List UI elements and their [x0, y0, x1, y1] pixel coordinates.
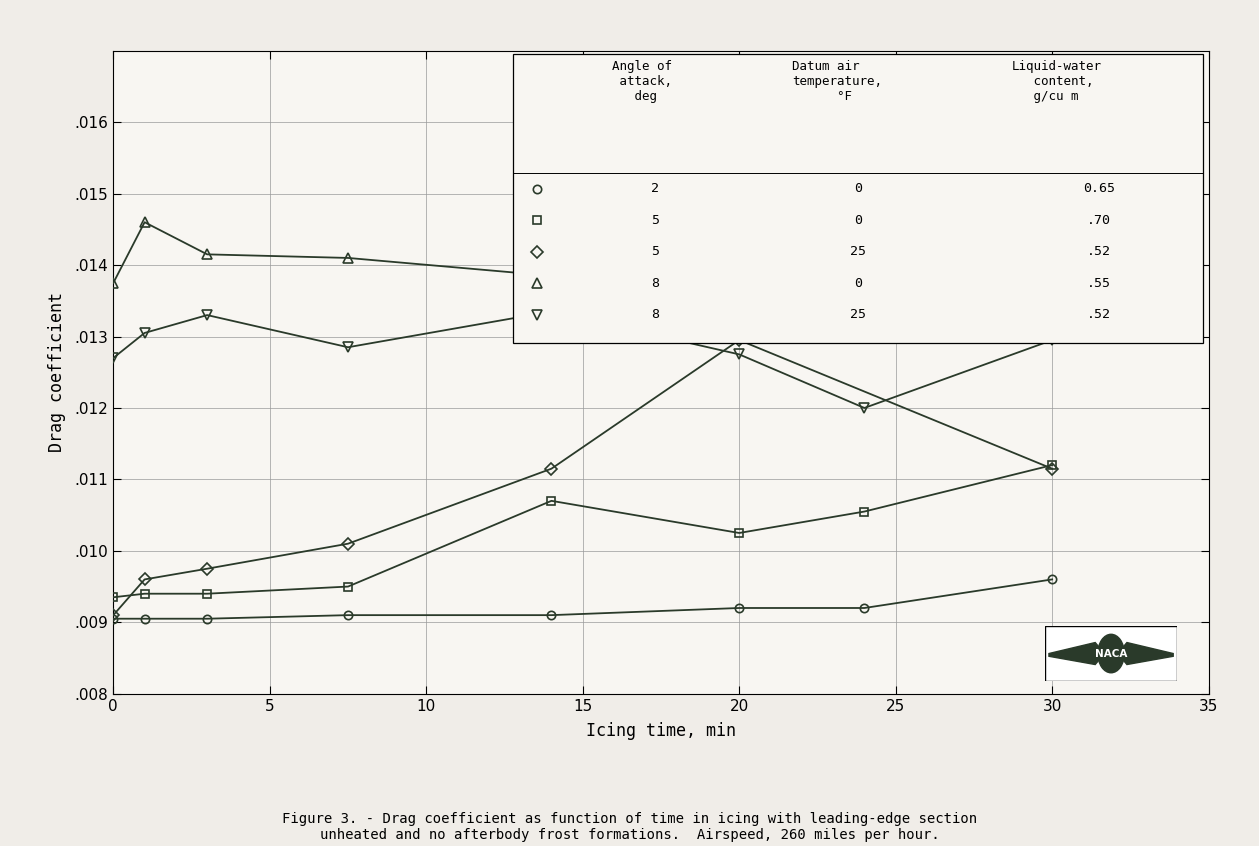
Text: .52: .52 — [1087, 245, 1112, 258]
Polygon shape — [1049, 643, 1104, 665]
Text: 0.65: 0.65 — [1083, 183, 1115, 195]
Text: Datum air
temperature,
      °F: Datum air temperature, °F — [792, 60, 883, 103]
Text: 0: 0 — [854, 214, 862, 227]
Text: Angle of
 attack,
   deg: Angle of attack, deg — [612, 60, 672, 103]
Ellipse shape — [1098, 634, 1124, 673]
Text: 8: 8 — [651, 277, 660, 290]
Text: 8: 8 — [651, 308, 660, 321]
Polygon shape — [1118, 643, 1173, 665]
Text: Figure 3. - Drag coefficient as function of time in icing with leading-edge sect: Figure 3. - Drag coefficient as function… — [282, 812, 977, 843]
Text: 25: 25 — [850, 245, 866, 258]
Text: 5: 5 — [651, 245, 660, 258]
Text: 0: 0 — [854, 277, 862, 290]
Text: 2: 2 — [651, 183, 660, 195]
FancyBboxPatch shape — [514, 54, 1204, 343]
Text: 5: 5 — [651, 214, 660, 227]
Text: .55: .55 — [1087, 277, 1112, 290]
Text: Liquid-water
   content,
   g/cu m: Liquid-water content, g/cu m — [1011, 60, 1102, 103]
Text: .52: .52 — [1087, 308, 1112, 321]
Y-axis label: Drag coefficient: Drag coefficient — [48, 292, 67, 453]
Text: 25: 25 — [850, 308, 866, 321]
Text: .70: .70 — [1087, 214, 1112, 227]
Text: NACA: NACA — [1095, 649, 1127, 659]
X-axis label: Icing time, min: Icing time, min — [585, 722, 737, 740]
Text: 0: 0 — [854, 183, 862, 195]
